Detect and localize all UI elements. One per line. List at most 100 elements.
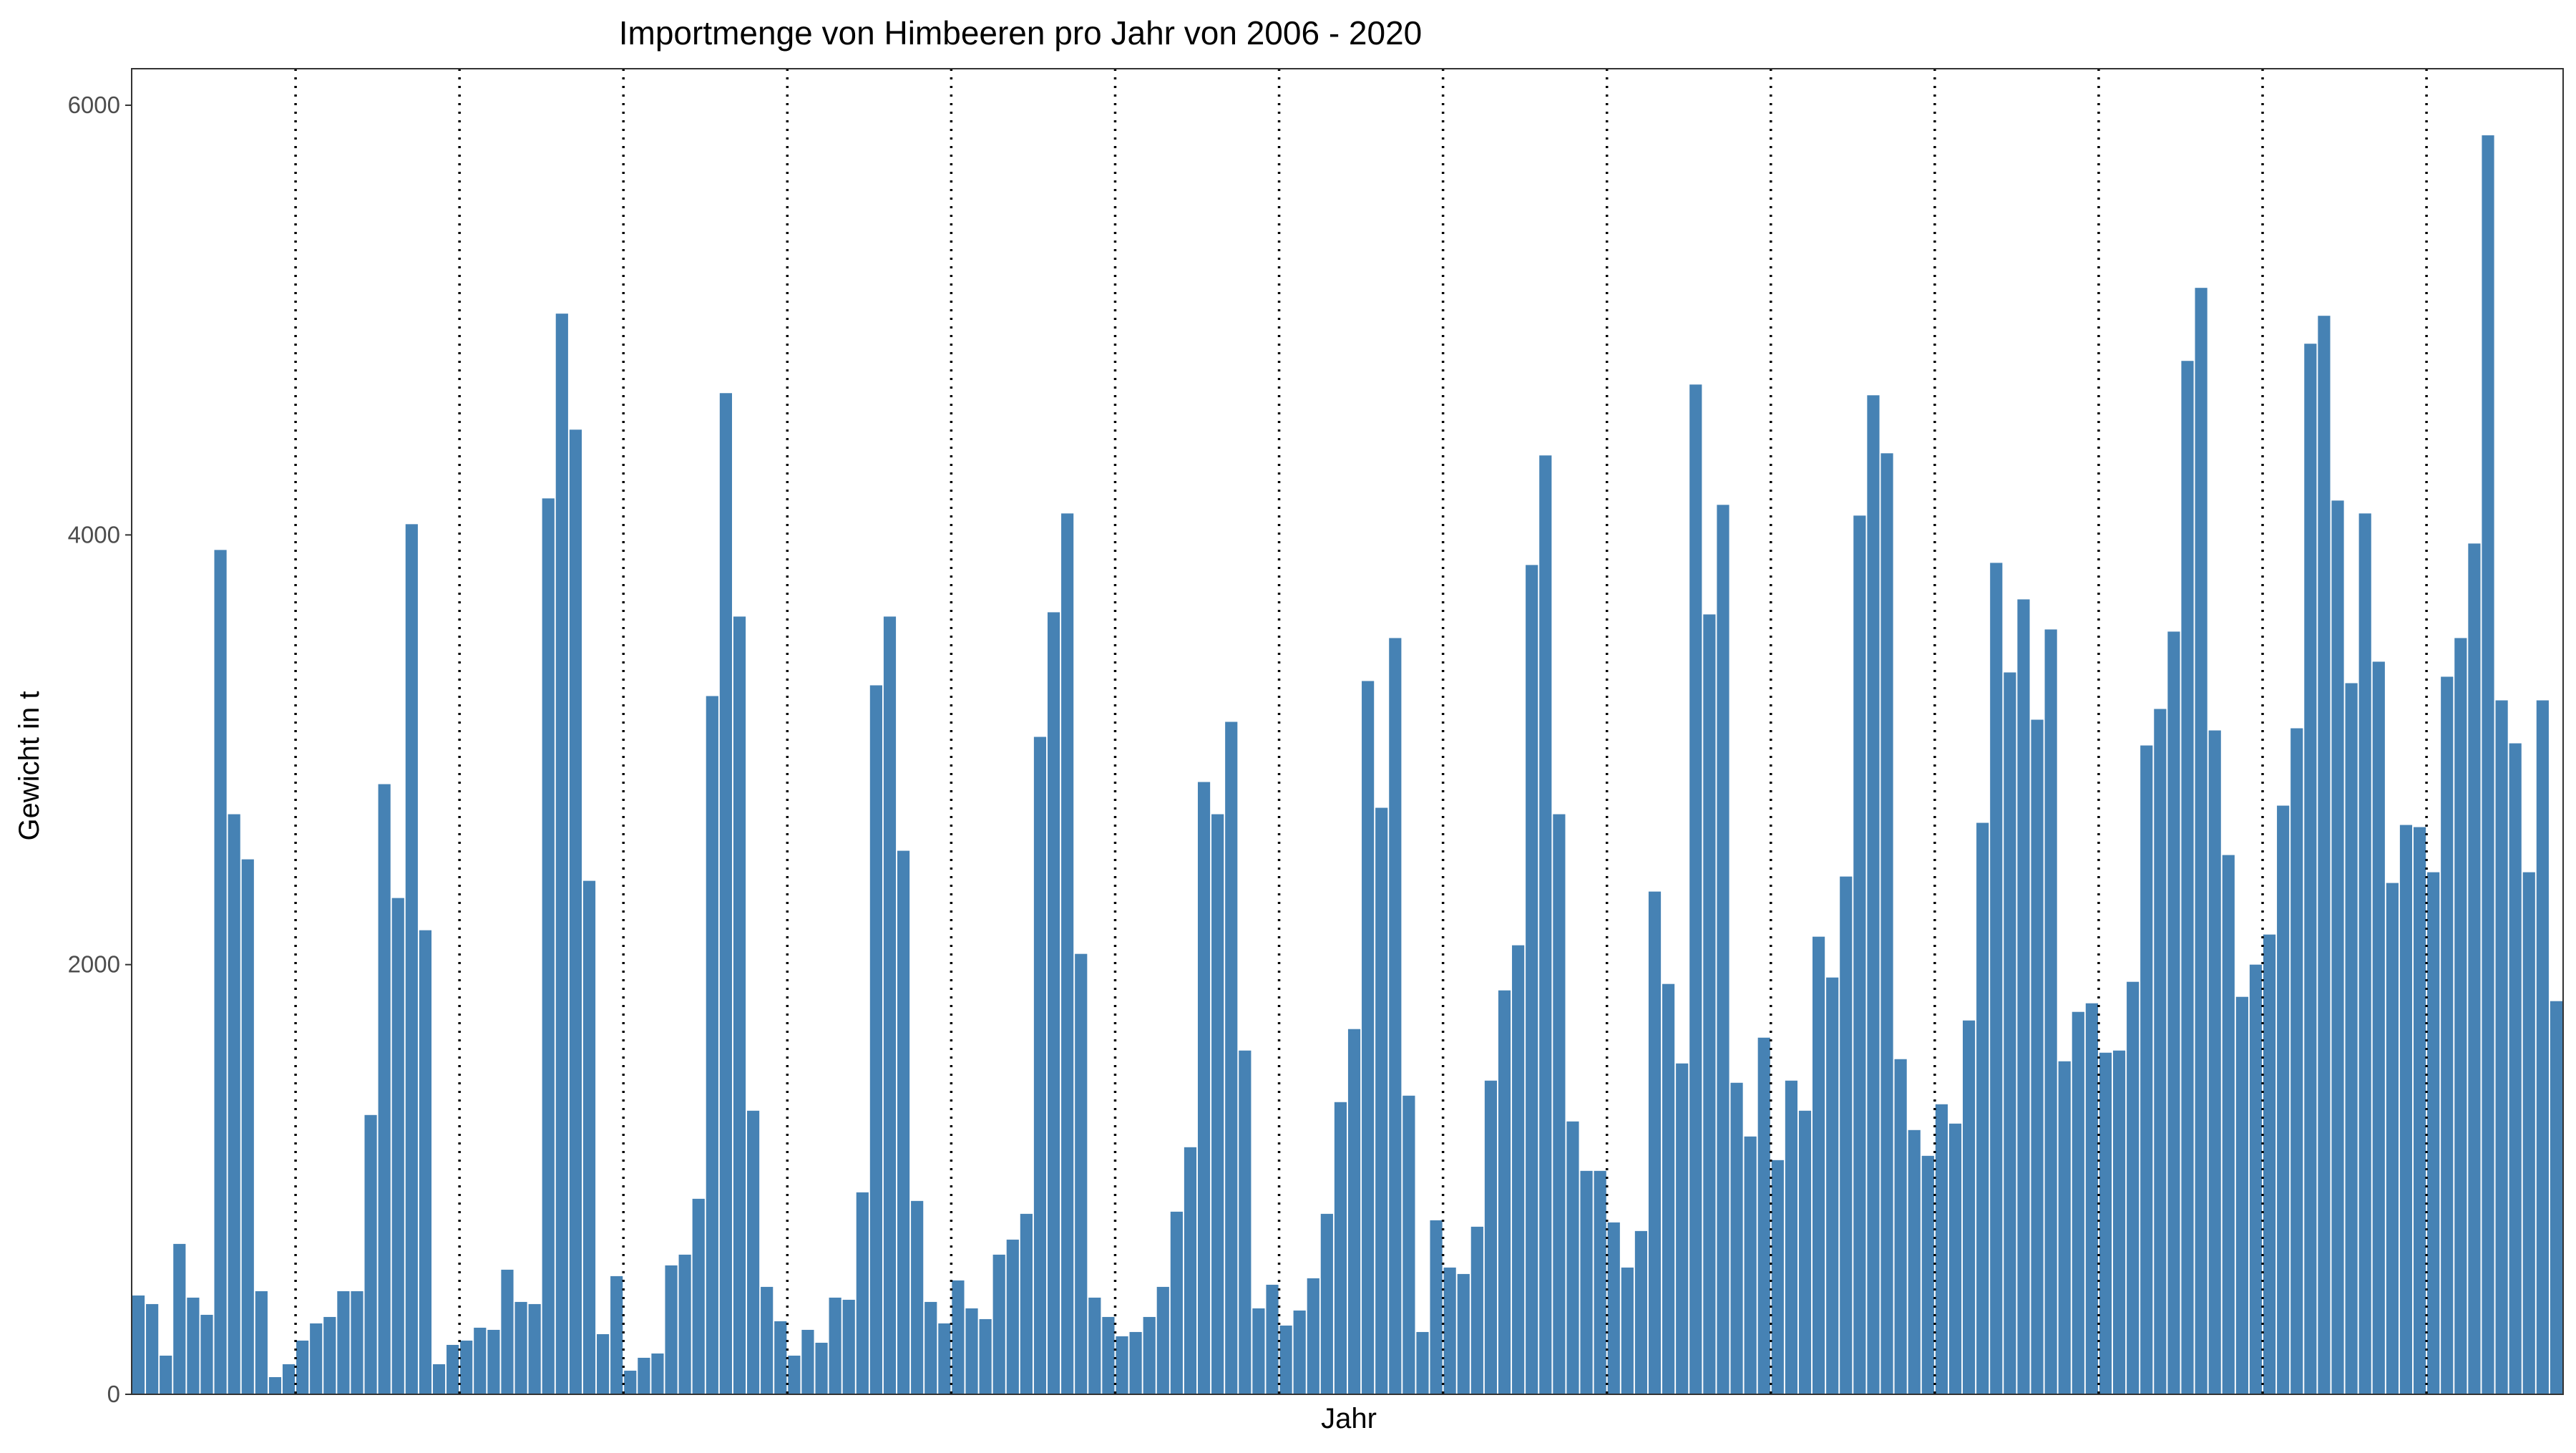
bar: [1061, 513, 1074, 1394]
bar: [1156, 1286, 1169, 1394]
bar: [255, 1291, 268, 1394]
bar: [1307, 1278, 1319, 1394]
bar: [2290, 728, 2303, 1394]
bar: [160, 1355, 172, 1394]
bar: [2181, 361, 2194, 1395]
bar: [1389, 638, 1402, 1395]
bar: [1798, 1110, 1812, 1394]
bar: [2331, 500, 2344, 1394]
bar: [597, 1333, 610, 1394]
bar: [514, 1301, 527, 1394]
bar: [1470, 1226, 1483, 1394]
bar: [1047, 612, 1060, 1395]
bar: [2004, 672, 2016, 1394]
bar: [1129, 1331, 1142, 1394]
bar: [2112, 1050, 2126, 1394]
bar: [774, 1321, 787, 1394]
bar: [1717, 505, 1729, 1394]
bar: [1484, 1080, 1498, 1394]
bar: [282, 1364, 296, 1394]
bar: [1416, 1331, 1429, 1394]
bar: [1921, 1155, 1934, 1394]
bar: [1088, 1297, 1101, 1394]
bar: [2304, 344, 2317, 1395]
bar: [1689, 384, 1702, 1394]
bar: [1006, 1239, 1019, 1394]
bar: [965, 1308, 978, 1394]
bar: [761, 1286, 774, 1394]
bar: [569, 429, 582, 1394]
bar: [856, 1192, 869, 1394]
bar: [2509, 743, 2522, 1394]
bar: [323, 1316, 336, 1394]
bar: [1498, 990, 1511, 1394]
plot-border: [131, 68, 2564, 1395]
bar: [1347, 1029, 1361, 1394]
bar: [1211, 814, 1224, 1394]
bar: [2167, 631, 2180, 1395]
bar: [555, 314, 568, 1395]
bar: [1867, 395, 1880, 1394]
bar: [1526, 565, 1538, 1394]
bar: [1935, 1104, 1948, 1394]
bar: [487, 1329, 500, 1394]
bar: [1170, 1211, 1183, 1394]
bar: [2413, 827, 2426, 1394]
bar: [897, 850, 910, 1394]
bar: [1990, 563, 2003, 1394]
bar: [1320, 1213, 1333, 1394]
bar: [447, 1344, 459, 1394]
bar: [1607, 1222, 1620, 1394]
bar: [801, 1329, 814, 1394]
bar: [1662, 983, 1675, 1394]
bar: [678, 1254, 691, 1394]
bar: [542, 498, 555, 1394]
bar: [2536, 700, 2549, 1394]
bar: [1744, 1136, 1757, 1394]
bar: [706, 696, 718, 1394]
bar: [432, 1364, 446, 1394]
bar: [651, 1353, 664, 1394]
bar: [624, 1370, 637, 1394]
bar: [979, 1318, 992, 1394]
bar: [2441, 676, 2454, 1394]
bars-layer: [132, 135, 2563, 1395]
bar: [2031, 719, 2044, 1394]
bar: [1033, 737, 1047, 1394]
bar: [1634, 1230, 1648, 1394]
bar: [610, 1275, 623, 1394]
bar: [310, 1323, 323, 1394]
bar: [228, 814, 240, 1394]
bar: [869, 685, 882, 1394]
bar: [1430, 1220, 1443, 1394]
bar: [1457, 1273, 1470, 1394]
bar: [1239, 1050, 1252, 1394]
bar: [638, 1357, 650, 1394]
y-tick-label: 4000: [68, 521, 120, 548]
bar: [1116, 1336, 1128, 1394]
bar: [1553, 814, 1566, 1394]
bar: [1075, 953, 1088, 1394]
bar: [1594, 1170, 1606, 1394]
bar: [1840, 876, 1853, 1394]
bar: [1894, 1059, 1907, 1394]
bar: [1252, 1308, 1265, 1394]
bar: [1293, 1310, 1306, 1394]
bar: [1785, 1080, 1798, 1394]
bar: [187, 1297, 200, 1394]
bar: [173, 1243, 186, 1394]
bar: [788, 1355, 801, 1394]
bar: [952, 1280, 965, 1394]
y-tick-label: 2000: [68, 951, 120, 978]
bar: [214, 550, 227, 1394]
bar: [1963, 1020, 1976, 1394]
bar: [2154, 709, 2167, 1394]
bar: [460, 1340, 473, 1394]
bar: [351, 1291, 364, 1394]
bar: [1976, 822, 1989, 1394]
bar: [1539, 455, 1552, 1394]
bar: [938, 1323, 951, 1394]
bar: [391, 898, 404, 1394]
bar: [2345, 683, 2358, 1394]
